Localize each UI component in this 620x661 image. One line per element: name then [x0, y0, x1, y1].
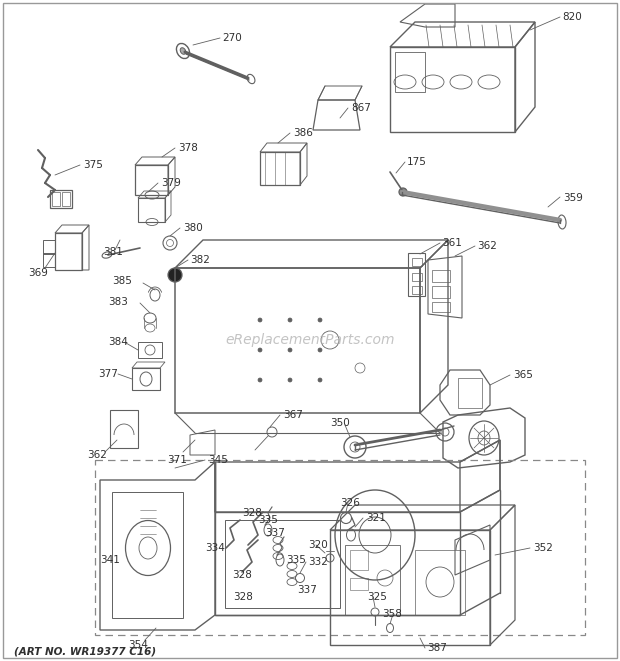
Text: 369: 369: [28, 268, 48, 278]
Ellipse shape: [318, 348, 322, 352]
Text: 325: 325: [367, 592, 387, 602]
Text: 379: 379: [161, 178, 181, 188]
Text: 383: 383: [108, 297, 128, 307]
Text: 321: 321: [366, 513, 386, 523]
Bar: [395, 52, 425, 92]
Ellipse shape: [399, 188, 407, 196]
Bar: [412, 258, 422, 266]
Text: 386: 386: [293, 128, 313, 138]
Bar: [412, 273, 422, 281]
Text: 328: 328: [232, 570, 252, 580]
Text: 382: 382: [190, 255, 210, 265]
Text: 354: 354: [128, 640, 148, 650]
Text: 328: 328: [233, 592, 253, 602]
Bar: [350, 550, 368, 570]
Text: 359: 359: [563, 193, 583, 203]
Text: 378: 378: [178, 143, 198, 153]
Ellipse shape: [258, 378, 262, 382]
Text: 337: 337: [297, 585, 317, 595]
Ellipse shape: [318, 318, 322, 322]
Text: 345: 345: [208, 455, 228, 465]
Text: 358: 358: [382, 609, 402, 619]
Bar: [43, 253, 55, 267]
Bar: [52, 192, 60, 206]
Text: 350: 350: [330, 418, 350, 428]
Text: 334: 334: [205, 543, 225, 553]
Text: 352: 352: [533, 543, 553, 553]
Text: 367: 367: [283, 410, 303, 420]
Ellipse shape: [288, 318, 292, 322]
Text: 384: 384: [108, 337, 128, 347]
Bar: [415, 550, 465, 615]
Ellipse shape: [258, 348, 262, 352]
Text: 326: 326: [340, 498, 360, 508]
Text: eReplacementParts.com: eReplacementParts.com: [225, 333, 395, 347]
Bar: [350, 578, 368, 590]
Text: 362: 362: [477, 241, 497, 251]
Text: 361: 361: [442, 238, 462, 248]
Ellipse shape: [258, 318, 262, 322]
Text: 385: 385: [112, 276, 132, 286]
Ellipse shape: [318, 378, 322, 382]
Bar: [458, 378, 482, 408]
Text: 270: 270: [222, 33, 242, 43]
Bar: [50, 190, 72, 208]
Bar: [345, 545, 400, 615]
Text: 867: 867: [351, 103, 371, 113]
Bar: [43, 240, 55, 254]
Text: 320: 320: [308, 540, 328, 550]
Text: 371: 371: [167, 455, 187, 465]
Text: 375: 375: [83, 160, 103, 170]
Bar: [95, 460, 585, 635]
Text: 175: 175: [407, 157, 427, 167]
Text: 337: 337: [265, 528, 285, 538]
Text: 377: 377: [98, 369, 118, 379]
Ellipse shape: [288, 378, 292, 382]
Bar: [432, 302, 450, 312]
Text: 380: 380: [183, 223, 203, 233]
Text: 328: 328: [242, 508, 262, 518]
Text: 820: 820: [562, 12, 582, 22]
Bar: [62, 192, 70, 206]
Text: 335: 335: [286, 555, 306, 565]
Text: 387: 387: [427, 643, 447, 653]
Text: 362: 362: [87, 450, 107, 460]
Text: 341: 341: [100, 555, 120, 565]
Bar: [432, 286, 450, 298]
Text: 332: 332: [308, 557, 328, 567]
Text: (ART NO. WR19377 C16): (ART NO. WR19377 C16): [14, 647, 156, 657]
Bar: [412, 286, 422, 294]
Ellipse shape: [288, 348, 292, 352]
Ellipse shape: [168, 268, 182, 282]
Ellipse shape: [180, 48, 186, 54]
Text: 365: 365: [513, 370, 533, 380]
Text: 381: 381: [103, 247, 123, 257]
Bar: [432, 270, 450, 282]
Text: 335: 335: [258, 515, 278, 525]
